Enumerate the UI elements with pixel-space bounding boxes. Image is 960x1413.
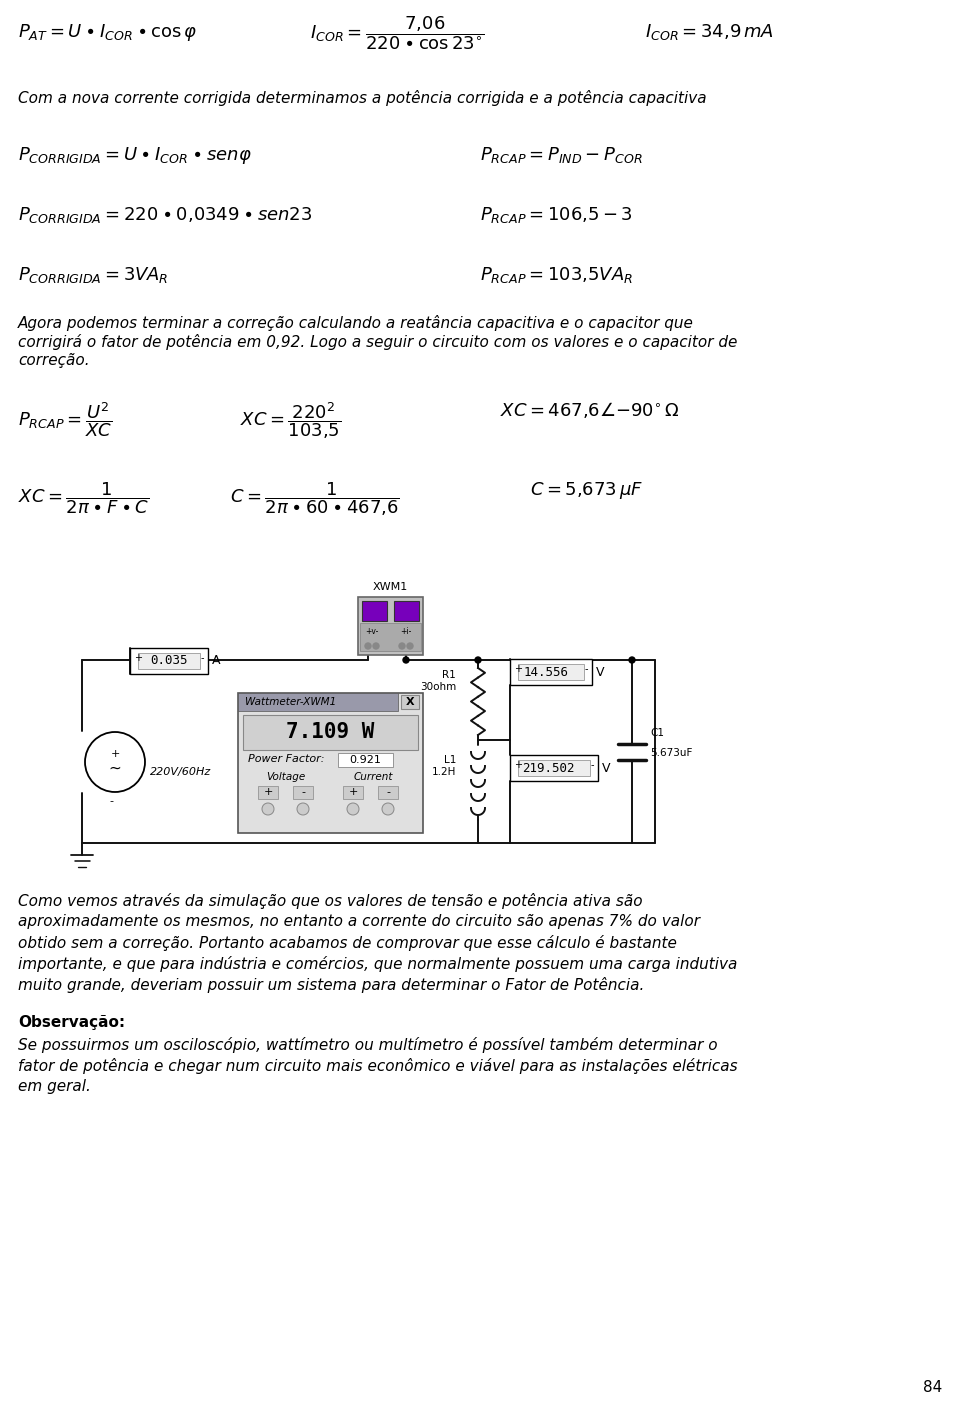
Circle shape	[85, 732, 145, 793]
Text: importante, e que para indústria e comércios, que normalmente possuem uma carga : importante, e que para indústria e comér…	[18, 957, 737, 972]
Circle shape	[407, 643, 413, 649]
Text: $I_{COR} = \dfrac{7{,}06}{220 \bullet \cos 23^{\circ}}$: $I_{COR} = \dfrac{7{,}06}{220 \bullet \c…	[310, 14, 485, 52]
Text: muito grande, deveriam possuir um sistema para determinar o Fator de Potência.: muito grande, deveriam possuir um sistem…	[18, 976, 644, 993]
Circle shape	[297, 803, 309, 815]
Text: Wattmeter-XWM1: Wattmeter-XWM1	[245, 697, 336, 706]
Bar	[138, 653, 200, 668]
Text: +: +	[514, 664, 522, 674]
Text: 30ohm: 30ohm	[420, 682, 456, 692]
Text: +v-: +v-	[366, 626, 378, 636]
Text: Voltage: Voltage	[266, 771, 305, 781]
Text: $C = \dfrac{1}{2\pi \bullet 60 \bullet 467{,}6}$: $C = \dfrac{1}{2\pi \bullet 60 \bullet 4…	[230, 480, 400, 517]
Text: +: +	[110, 749, 120, 759]
Text: $XC = \dfrac{1}{2\pi \bullet F \bullet C}$: $XC = \dfrac{1}{2\pi \bullet F \bullet C…	[18, 480, 150, 516]
Text: $XC = 467{,}6\angle{-90^{\circ}}\,\Omega$: $XC = 467{,}6\angle{-90^{\circ}}\,\Omega…	[500, 400, 680, 420]
Text: XWM1: XWM1	[372, 582, 408, 592]
Text: 0.035: 0.035	[150, 654, 187, 667]
Text: Observação:: Observação:	[18, 1015, 125, 1030]
Text: X: X	[406, 697, 415, 706]
Bar	[238, 692, 398, 711]
Bar	[293, 786, 313, 798]
Bar	[510, 755, 598, 781]
Text: Current: Current	[353, 771, 393, 781]
Bar	[362, 601, 387, 620]
Text: +i-: +i-	[400, 626, 412, 636]
Text: -: -	[585, 664, 588, 674]
Bar	[378, 786, 398, 798]
Text: -: -	[109, 796, 113, 805]
Text: -: -	[386, 787, 390, 797]
Text: R1: R1	[443, 670, 456, 680]
Text: $P_{RCAP} = P_{IND} - P_{COR}$: $P_{RCAP} = P_{IND} - P_{COR}$	[480, 146, 642, 165]
Circle shape	[365, 643, 371, 649]
Text: correção.: correção.	[18, 353, 89, 367]
Text: A: A	[212, 654, 221, 667]
Circle shape	[403, 657, 409, 663]
Circle shape	[373, 643, 379, 649]
Text: $P_{CORRIGIDA} = 220 \bullet 0{,}0349 \bullet sen23$: $P_{CORRIGIDA} = 220 \bullet 0{,}0349 \b…	[18, 205, 312, 225]
Text: 7.109 W: 7.109 W	[286, 722, 374, 742]
Text: -: -	[301, 787, 305, 797]
Text: -: -	[201, 653, 204, 663]
Circle shape	[382, 803, 394, 815]
Text: 0.921: 0.921	[349, 755, 381, 764]
Text: $C = 5{,}673\,\mu F$: $C = 5{,}673\,\mu F$	[530, 480, 643, 502]
Text: fator de potência e chegar num circuito mais econômico e viável para as instalaç: fator de potência e chegar num circuito …	[18, 1058, 737, 1074]
Text: $XC = \dfrac{220^2}{103{,}5}$: $XC = \dfrac{220^2}{103{,}5}$	[240, 400, 342, 441]
Text: $I_{COR} = 34{,}9\,mA$: $I_{COR} = 34{,}9\,mA$	[645, 23, 774, 42]
Circle shape	[629, 657, 635, 663]
Text: $P_{RCAP} = \dfrac{U^2}{XC}$: $P_{RCAP} = \dfrac{U^2}{XC}$	[18, 400, 112, 439]
Bar	[510, 658, 592, 685]
Text: -: -	[590, 760, 594, 770]
Text: +: +	[514, 760, 522, 770]
Text: em geral.: em geral.	[18, 1080, 91, 1094]
Text: 84: 84	[923, 1381, 942, 1395]
Bar	[130, 649, 208, 674]
Bar	[358, 598, 423, 656]
Text: Agora podemos terminar a correção calculando a reatância capacitiva e o capacito: Agora podemos terminar a correção calcul…	[18, 315, 694, 331]
Bar	[394, 601, 419, 620]
Circle shape	[262, 803, 274, 815]
Text: 220V/60Hz: 220V/60Hz	[150, 767, 211, 777]
Text: Com a nova corrente corrigida determinamos a potência corrigida e a potência cap: Com a nova corrente corrigida determinam…	[18, 90, 707, 106]
Text: Power Factor:: Power Factor:	[248, 755, 324, 764]
Text: corrigirá o fator de potência em 0,92. Logo a seguir o circuito com os valores e: corrigirá o fator de potência em 0,92. L…	[18, 333, 737, 350]
Circle shape	[347, 803, 359, 815]
Circle shape	[475, 657, 481, 663]
Text: +: +	[263, 787, 273, 797]
Bar	[258, 786, 278, 798]
Text: Como vemos através da simulação que os valores de tensão e potência ativa são: Como vemos através da simulação que os v…	[18, 893, 642, 909]
Text: aproximadamente os mesmos, no entanto a corrente do circuito são apenas 7% do va: aproximadamente os mesmos, no entanto a …	[18, 914, 700, 928]
Text: obtido sem a correção. Portanto acabamos de comprovar que esse cálculo é bastant: obtido sem a correção. Portanto acabamos…	[18, 935, 677, 951]
Text: Se possuirmos um osciloscópio, wattímetro ou multímetro é possível também determ: Se possuirmos um osciloscópio, wattímetr…	[18, 1037, 718, 1053]
Bar	[338, 753, 393, 767]
Bar	[360, 623, 421, 651]
Text: $P_{RCAP} = 103{,}5VA_R$: $P_{RCAP} = 103{,}5VA_R$	[480, 266, 633, 285]
Text: +: +	[134, 653, 142, 663]
Text: L1: L1	[444, 755, 456, 764]
Bar	[401, 695, 419, 709]
Text: 1.2H: 1.2H	[432, 767, 456, 777]
Text: C1: C1	[650, 729, 664, 739]
Bar	[243, 715, 418, 750]
Bar	[518, 760, 590, 776]
Bar	[518, 664, 584, 680]
Text: 219.502: 219.502	[522, 762, 574, 774]
Text: +: +	[348, 787, 358, 797]
Bar	[343, 786, 363, 798]
Text: V: V	[596, 666, 605, 678]
Text: $P_{RCAP} = 106{,}5 - 3$: $P_{RCAP} = 106{,}5 - 3$	[480, 205, 633, 225]
Text: $P_{CORRIGIDA} = 3VA_R$: $P_{CORRIGIDA} = 3VA_R$	[18, 266, 168, 285]
Text: 14.556: 14.556	[524, 666, 569, 678]
Circle shape	[399, 643, 405, 649]
Text: 5.673uF: 5.673uF	[650, 749, 692, 759]
Bar	[238, 692, 423, 834]
Text: ~: ~	[108, 760, 121, 776]
Text: $P_{AT} = U \bullet I_{COR} \bullet \cos\varphi$: $P_{AT} = U \bullet I_{COR} \bullet \cos…	[18, 23, 198, 42]
Text: $P_{CORRIGIDA} = U \bullet I_{COR} \bullet sen\varphi$: $P_{CORRIGIDA} = U \bullet I_{COR} \bull…	[18, 146, 252, 165]
Text: V: V	[602, 762, 611, 774]
